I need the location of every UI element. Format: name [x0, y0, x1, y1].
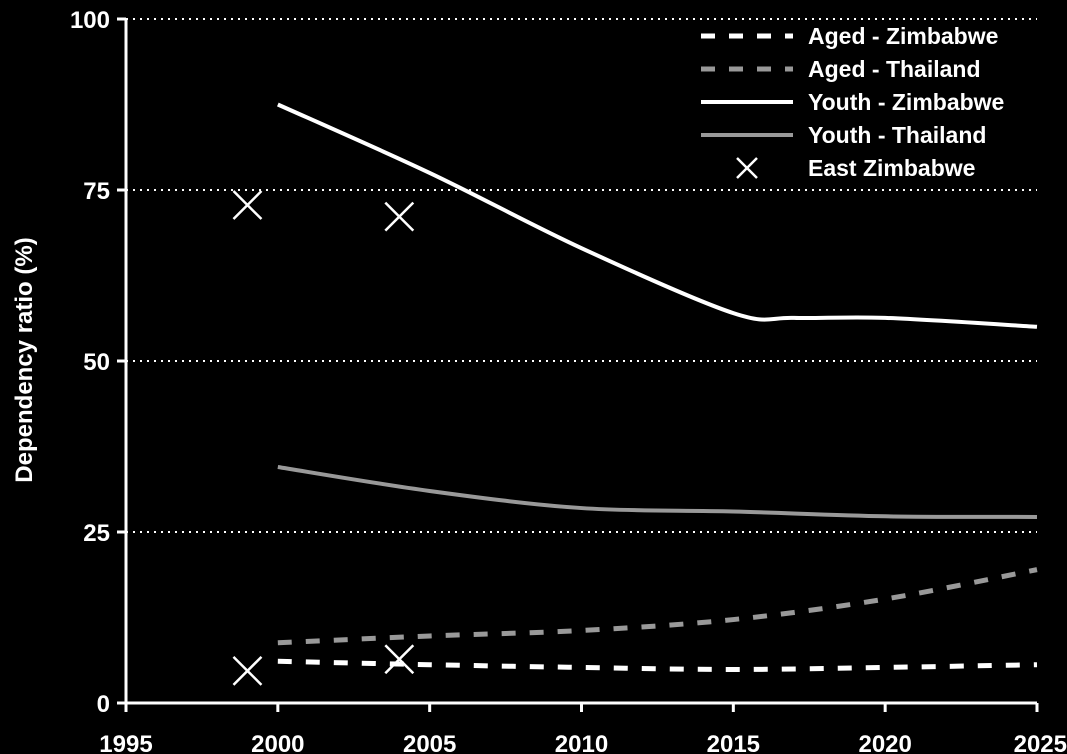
y-tick-label-25: 25 [83, 520, 110, 547]
legend-label-aged-zimbabwe: Aged - Zimbabwe [808, 23, 998, 49]
x-tick-label-2005: 2005 [403, 731, 456, 754]
y-axis-title: Dependency ratio (%) [11, 237, 38, 482]
x-tick-label-2015: 2015 [707, 731, 760, 754]
legend-item-east-zimbabwe: East Zimbabwe [736, 155, 975, 181]
series-line-youth-zimbabwe [277, 102, 1038, 329]
x-tick-label-2020: 2020 [858, 731, 911, 754]
point-east-zimbabwe-3-stroke-b [384, 644, 415, 675]
legend-marker-east-zimbabwe-stroke-b [736, 157, 758, 179]
point-east-zimbabwe-3 [384, 644, 415, 675]
x-tick-label-2000: 2000 [251, 731, 304, 754]
point-east-zimbabwe-2-stroke-b [384, 201, 415, 232]
series-layer [232, 102, 1038, 686]
legend-item-youth-thailand: Youth - Thailand [701, 122, 986, 148]
point-east-zimbabwe-0 [232, 190, 263, 220]
legend-item-youth-zimbabwe: Youth - Zimbabwe [701, 89, 1004, 115]
x-tick-label-2010: 2010 [555, 731, 608, 754]
legend-marker-east-zimbabwe [736, 157, 758, 179]
x-tick-label-2025: 2025 [1014, 731, 1067, 754]
legend-label-aged-thailand: Aged - Thailand [808, 56, 981, 82]
series-line-aged-thailand [277, 567, 1038, 646]
gridlines [126, 18, 1037, 533]
legend-label-youth-zimbabwe: Youth - Zimbabwe [808, 89, 1004, 115]
point-east-zimbabwe-1 [232, 655, 263, 686]
legend-item-aged-zimbabwe: Aged - Zimbabwe [701, 23, 998, 49]
series-line-youth-thailand [277, 465, 1038, 519]
y-tick-label-100: 100 [70, 7, 110, 34]
y-tick-label-0: 0 [97, 691, 110, 718]
y-tick-label-75: 75 [83, 178, 110, 205]
x-tick-label-1995: 1995 [99, 731, 152, 754]
legend: Aged - Zimbabwe Aged - Thailand Youth - Zi… [701, 23, 1004, 181]
point-east-zimbabwe-0-stroke-b [232, 190, 263, 220]
legend-label-east-zimbabwe: East Zimbabwe [808, 155, 975, 181]
point-east-zimbabwe-1-stroke-b [232, 655, 263, 686]
axes: 0 25 50 75 100 1995 2000 2005 2010 2015 2020 2025 [70, 7, 1067, 754]
legend-item-aged-thailand: Aged - Thailand [701, 56, 981, 82]
series-line-aged-zimbabwe [277, 658, 1038, 672]
y-tick-label-50: 50 [83, 349, 110, 376]
legend-label-youth-thailand: Youth - Thailand [808, 122, 986, 148]
point-east-zimbabwe-2 [384, 201, 415, 232]
